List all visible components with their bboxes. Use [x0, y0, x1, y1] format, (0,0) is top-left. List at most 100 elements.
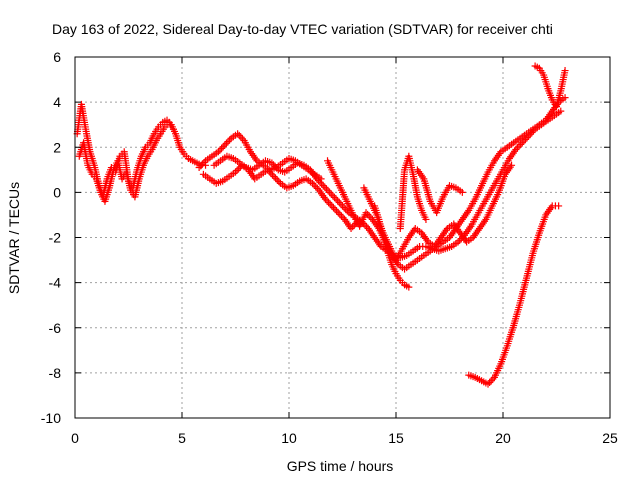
data-point-interp: [515, 142, 523, 150]
data-point-interp: [314, 177, 322, 185]
chart-title: Day 163 of 2022, Sidereal Day-to-day VTE…: [52, 21, 553, 37]
data-point: [484, 380, 492, 388]
data-point-interp: [486, 378, 494, 386]
y-tick-label: 2: [53, 139, 61, 155]
data-point-interp: [324, 187, 332, 195]
data-point: [214, 148, 222, 156]
data-point-interp: [318, 180, 326, 188]
data-point: [405, 283, 413, 291]
data-point-interp: [487, 377, 495, 385]
data-point: [557, 107, 565, 115]
data-point: [339, 202, 346, 210]
data-point-interp: [200, 158, 208, 166]
data-point-interp: [316, 178, 324, 186]
data-point: [518, 139, 526, 147]
data-point-interp: [321, 183, 329, 191]
series-arc-j: [413, 166, 466, 217]
data-point-interp: [331, 205, 339, 213]
data-point: [169, 125, 177, 133]
data-point-interp: [273, 176, 281, 184]
data-point-interp: [224, 138, 232, 146]
data-point-interp: [325, 199, 333, 207]
data-point-interp: [273, 164, 281, 172]
data-point-interp: [218, 144, 226, 152]
data-point: [328, 202, 336, 210]
x-tick-label: 15: [388, 430, 404, 446]
data-point: [458, 188, 466, 196]
series-arc-b: [75, 118, 177, 205]
x-tick-label: 0: [71, 430, 79, 446]
y-tick-label: -8: [49, 365, 62, 381]
data-point-interp: [517, 140, 525, 148]
series-arc-h: [371, 202, 413, 291]
data-point-interp: [337, 212, 345, 220]
data-point-interp: [237, 133, 245, 141]
x-tick-label: 5: [178, 430, 186, 446]
data-point-interp: [235, 131, 243, 139]
data-point-interp: [219, 143, 227, 151]
data-point-interp: [275, 178, 283, 186]
data-point-interp: [312, 183, 320, 191]
data-point-interp: [340, 204, 348, 212]
data-point-interp: [198, 160, 206, 168]
data-point-interp: [342, 205, 350, 213]
data-point-interp: [271, 162, 279, 170]
data-point-interp: [335, 199, 343, 207]
data-point: [234, 130, 242, 138]
y-tick-label: 6: [53, 49, 61, 65]
data-point: [561, 94, 569, 102]
data-point: [362, 209, 370, 217]
data-point-interp: [329, 204, 337, 212]
data-point-interp: [326, 200, 334, 208]
series-arc-i: [396, 152, 430, 232]
data-point-interp: [365, 212, 373, 220]
x-tick-label: 25: [602, 430, 618, 446]
data-point-interp: [334, 197, 342, 205]
y-axis-label: SDTVAR / TECUs: [6, 182, 22, 294]
data-point-interp: [222, 139, 230, 147]
data-point-interp: [327, 190, 335, 198]
data-point-interp: [513, 144, 521, 152]
ticks: 0 5 10 15 20 25 -10 -8 -6 -4 -2 0 2 4 6: [41, 49, 618, 446]
data-point: [221, 141, 229, 149]
data-point: [422, 215, 430, 223]
y-tick-label: -2: [49, 230, 62, 246]
data-point-interp: [336, 210, 344, 218]
data-point-interp: [349, 223, 357, 231]
data-point: [326, 188, 334, 196]
data-point-interp: [197, 162, 205, 170]
data-point: [508, 161, 516, 169]
data-point-interp: [238, 135, 246, 143]
data-point: [313, 175, 321, 183]
series-arc-f: [324, 94, 569, 273]
data-point: [309, 179, 317, 187]
y-tick-label: -6: [49, 320, 62, 336]
data-point-interp: [226, 136, 234, 144]
data-point: [334, 209, 342, 217]
data-point: [512, 146, 520, 154]
y-tick-label: 4: [53, 94, 61, 110]
data-point-interp: [323, 197, 331, 205]
data-layer: [73, 62, 569, 388]
data-point-interp: [233, 166, 241, 174]
data-point: [268, 159, 276, 167]
data-point-interp: [330, 193, 338, 201]
data-point-interp: [265, 168, 273, 176]
x-tick-label: 10: [281, 430, 297, 446]
data-point: [332, 195, 340, 203]
data-point: [264, 166, 272, 174]
x-axis-label: GPS time / hours: [287, 458, 394, 474]
y-tick-label: -10: [41, 410, 61, 426]
data-point-interp: [216, 146, 224, 154]
data-point: [555, 202, 563, 210]
series-arc-k: [465, 202, 563, 388]
data-point-interp: [269, 161, 277, 169]
data-point-interp: [333, 207, 341, 215]
data-point-interp: [489, 375, 497, 383]
y-tick-label: 0: [53, 184, 61, 200]
data-point-interp: [322, 185, 330, 193]
data-point-interp: [337, 200, 345, 208]
data-point-interp: [329, 192, 337, 200]
